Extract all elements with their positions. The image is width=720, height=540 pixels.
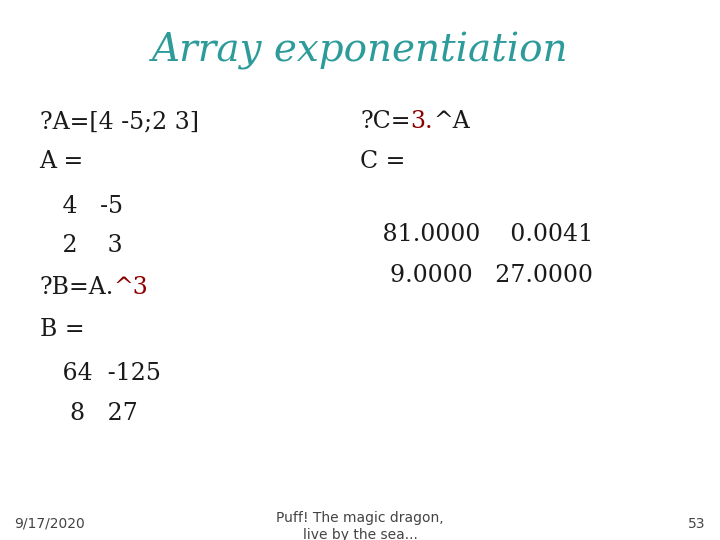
- Text: B =: B =: [40, 318, 84, 341]
- Text: 3.: 3.: [410, 110, 433, 133]
- Text: ?B=A.: ?B=A.: [40, 276, 114, 299]
- Text: C =: C =: [360, 151, 405, 173]
- Text: Array exponentiation: Array exponentiation: [152, 32, 568, 70]
- Text: 2    3: 2 3: [40, 234, 122, 257]
- Text: 4   -5: 4 -5: [40, 195, 122, 218]
- Text: ?C=: ?C=: [360, 110, 410, 133]
- Text: 9/17/2020: 9/17/2020: [14, 517, 85, 531]
- Text: 8   27: 8 27: [40, 402, 138, 424]
- Text: ^3: ^3: [114, 276, 149, 299]
- Text: 64  -125: 64 -125: [40, 362, 161, 385]
- Text: A =: A =: [40, 151, 84, 173]
- Text: 9.0000   27.0000: 9.0000 27.0000: [360, 264, 593, 287]
- Text: ^A: ^A: [433, 110, 470, 133]
- Text: 53: 53: [688, 517, 706, 531]
- Text: Puff! The magic dragon,
live by the sea...: Puff! The magic dragon, live by the sea.…: [276, 511, 444, 540]
- Text: ?A=[4 -5;2 3]: ?A=[4 -5;2 3]: [40, 110, 199, 133]
- Text: 81.0000    0.0041: 81.0000 0.0041: [360, 224, 593, 246]
